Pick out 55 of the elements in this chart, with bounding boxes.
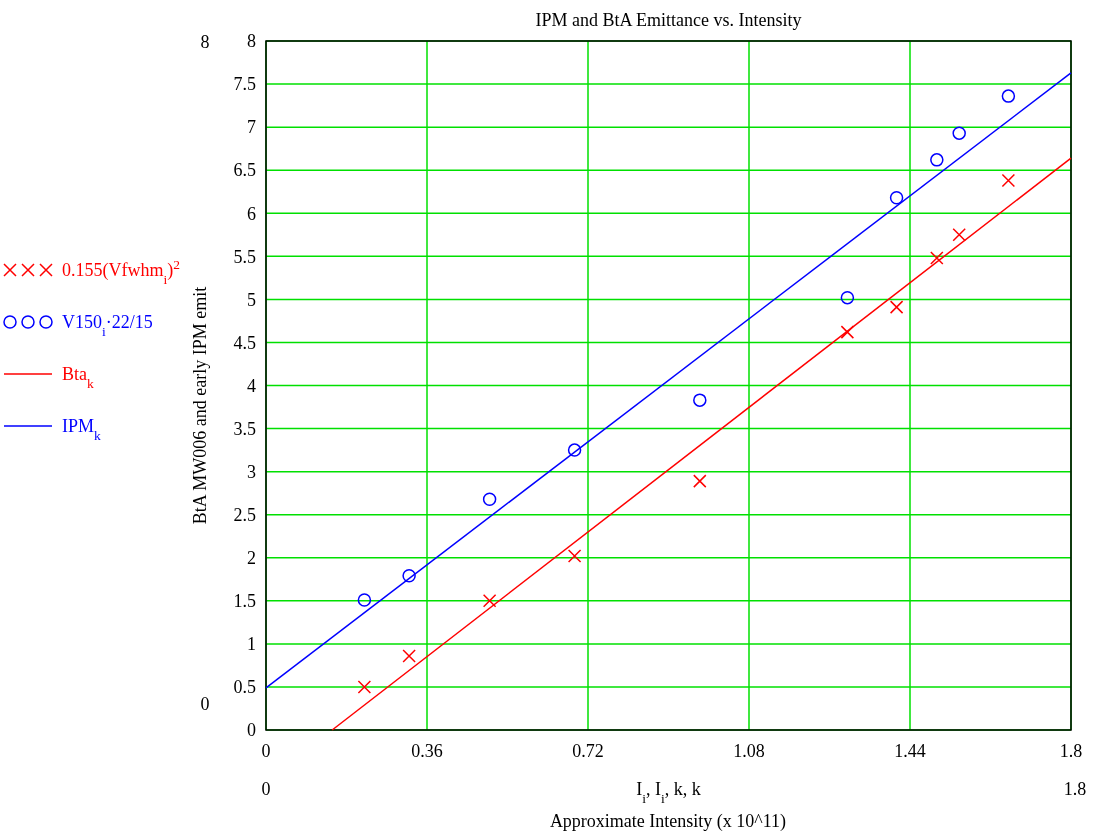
text: 0: [200, 694, 210, 714]
text: Approximate Intensity (x 10^11): [549, 811, 787, 832]
y-tick-label: 1: [247, 634, 256, 655]
y-tick-label: 6.5: [233, 160, 256, 181]
y-tick-label: 3.5: [233, 418, 256, 439]
y-tick-label: 5.5: [233, 246, 256, 267]
point: [840, 325, 855, 339]
x-tick-label: 0.36: [411, 741, 443, 761]
legend-label: IPM$_{k}$: [62, 416, 102, 443]
point: [693, 474, 707, 488]
y-tick-label: 0.5: [233, 677, 256, 698]
point: [567, 549, 582, 563]
chart-title: IPM and BtA Emittance vs. Intensity: [535, 10, 802, 30]
point: [1001, 89, 1016, 103]
point: [952, 228, 966, 242]
point: [1001, 173, 1016, 188]
point: [889, 191, 904, 205]
y-tick-label: 7: [247, 117, 256, 138]
point: [930, 153, 944, 167]
y-tick-label: 1.5: [233, 591, 256, 612]
point: [952, 126, 966, 140]
point: [357, 593, 372, 607]
point: [357, 680, 372, 694]
point: [567, 443, 582, 457]
point: [402, 569, 416, 583]
y-tick-label: 6: [247, 203, 256, 224]
point: [482, 492, 497, 506]
x-tick-label: 1.44: [894, 741, 926, 761]
x-axis-title: I$_{i}$, I$_{i}$, k, k: [636, 779, 701, 806]
x-tick-label: 1.08: [733, 741, 765, 761]
x-tick-label: 0.72: [572, 741, 604, 761]
point: [402, 649, 416, 663]
y-axis-title: BtA MW006 and early IPM emit: [190, 286, 210, 525]
legend-label: 0.155(Vfwhm$_{i}$)$^{2}$: [62, 256, 181, 287]
legend-label: V150$_{i}$·22/15: [62, 312, 153, 339]
text: 1.8: [1063, 779, 1087, 799]
y-tick-label: 3: [247, 461, 256, 482]
x-tick-label: 1.8: [1059, 741, 1083, 761]
point: [840, 290, 855, 305]
text: 0: [261, 779, 271, 799]
y-tick-label: 2: [247, 548, 256, 569]
point: [693, 393, 707, 407]
point: [930, 251, 944, 265]
y-tick-label: 7.5: [233, 74, 256, 95]
text: 8: [200, 32, 210, 52]
y-tick-label: 4.5: [233, 332, 256, 353]
point: [482, 594, 497, 608]
y-tick-label: 4: [247, 375, 256, 396]
legend-label: Bta$_{k}$: [62, 364, 94, 391]
x-tick-label: 0: [261, 741, 271, 761]
y-tick-label: 8: [247, 31, 256, 52]
y-tick-label: 5: [247, 289, 256, 310]
y-tick-label: 0: [247, 720, 256, 741]
y-tick-label: 2.5: [233, 504, 256, 525]
point: [889, 300, 904, 314]
